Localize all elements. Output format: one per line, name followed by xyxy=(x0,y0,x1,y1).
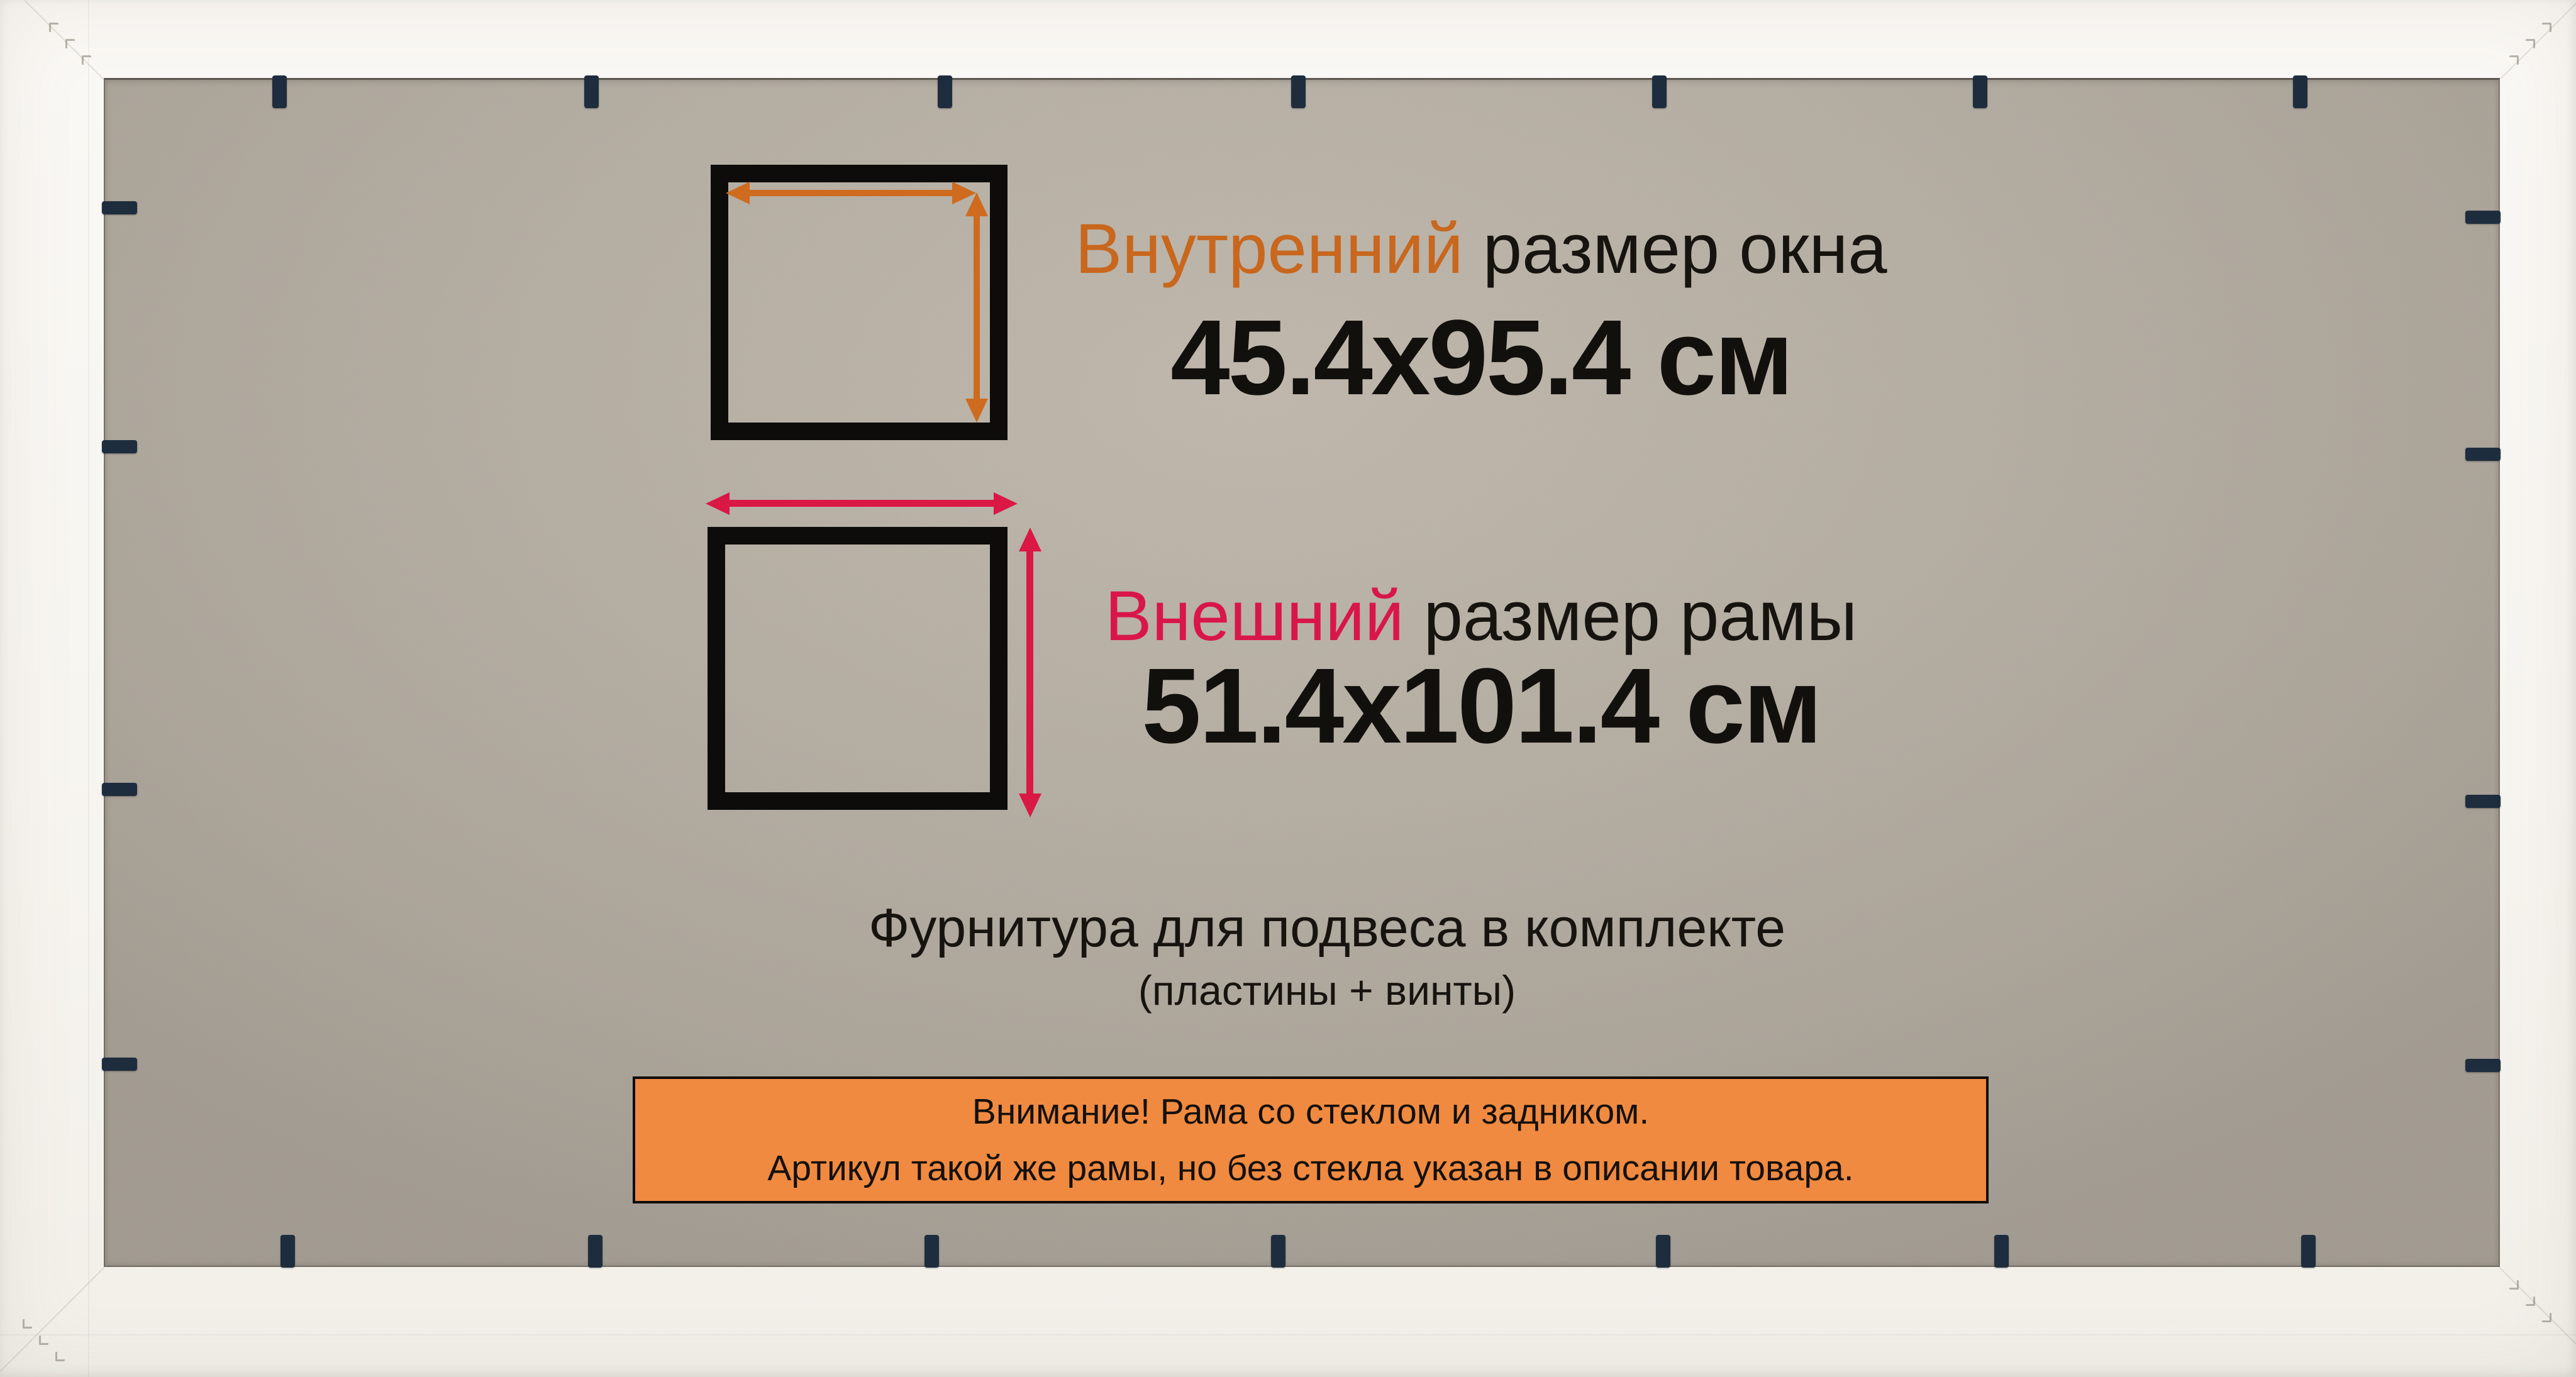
v-nail-mark xyxy=(65,39,75,48)
v-nail-mark xyxy=(39,1336,48,1345)
retainer-clip xyxy=(1973,75,1987,108)
retainer-clip xyxy=(2465,795,2501,808)
outer-size-label: Внешний размер рамы xyxy=(1031,581,1931,651)
mitre-seam-top-right xyxy=(2500,2,2576,80)
inner-size-label-rest: размер окна xyxy=(1463,209,1887,288)
outer-size-label-accent: Внешний xyxy=(1104,577,1404,655)
retainer-clip xyxy=(1656,1235,1670,1268)
retainer-clip xyxy=(2293,75,2307,108)
v-nail-mark xyxy=(2526,1297,2535,1306)
retainer-clip xyxy=(1994,1235,2009,1268)
retainer-clip xyxy=(102,783,137,796)
v-nail-mark xyxy=(49,23,58,32)
retainer-clip xyxy=(924,1235,939,1268)
v-nail-mark xyxy=(2542,23,2551,32)
retainer-clip xyxy=(2465,1059,2501,1072)
v-nail-mark xyxy=(2542,1313,2551,1322)
outer-height-arrow xyxy=(1026,551,1033,794)
inner-size-square xyxy=(711,165,1008,440)
v-nail-mark xyxy=(2509,55,2519,65)
retainer-clip xyxy=(272,75,287,108)
hardware-subtitle: (пластины + винты) xyxy=(1138,967,1516,1014)
retainer-clip xyxy=(2465,448,2501,461)
frame-moulding-seam xyxy=(0,1334,2576,1336)
frame-moulding-seam xyxy=(88,0,89,1377)
outer-size-label-rest: размер рамы xyxy=(1404,577,1858,655)
inner-size-value: 45.4x95.4 см xyxy=(1170,298,1794,418)
retainer-clip xyxy=(280,1235,295,1268)
retainer-clip xyxy=(102,201,137,214)
v-nail-mark xyxy=(82,55,91,65)
notice-line-2: Артикул такой же рамы, но без стекла ука… xyxy=(767,1148,1854,1188)
outer-size-value: 51.4x101.4 см xyxy=(1141,646,1822,766)
inner-width-arrow xyxy=(750,190,952,196)
retainer-clip xyxy=(584,75,599,108)
v-nail-mark xyxy=(2526,39,2535,48)
notice-line-1: Внимание! Рама со стеклом и задником. xyxy=(972,1092,1650,1132)
retainer-clip xyxy=(1291,75,1306,108)
v-nail-mark xyxy=(55,1352,65,1361)
retainer-clip xyxy=(102,1058,137,1071)
inner-height-arrow xyxy=(974,216,980,399)
inner-size-label: Внутренний размер окна xyxy=(1031,214,1931,284)
outer-size-square xyxy=(708,527,1008,810)
retainer-clip xyxy=(588,1235,602,1268)
retainer-clip xyxy=(938,75,952,108)
outer-width-arrow xyxy=(730,500,994,507)
v-nail-mark xyxy=(2509,1280,2519,1290)
mitre-seam-top-left xyxy=(24,0,104,80)
inner-size-label-accent: Внутренний xyxy=(1075,209,1463,288)
retainer-clip xyxy=(2465,211,2501,224)
retainer-clip xyxy=(102,440,137,453)
hardware-title: Фурнитура для подвеса в комплекте xyxy=(868,898,1786,958)
mitre-seam-bottom-right xyxy=(2499,1267,2576,1345)
v-nail-mark xyxy=(23,1319,32,1329)
retainer-clip xyxy=(1652,75,1667,108)
retainer-clip xyxy=(1271,1235,1285,1268)
notice-banner: Внимание! Рама со стеклом и задником. Ар… xyxy=(633,1076,1989,1203)
retainer-clip xyxy=(2301,1235,2316,1268)
